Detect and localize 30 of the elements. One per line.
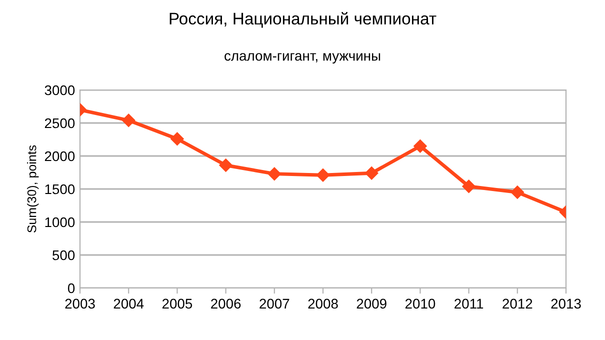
x-tick-label: 2005 (162, 298, 192, 309)
x-tick-label: 2012 (502, 298, 532, 309)
point (268, 167, 281, 180)
y-tick-label: 1500 (45, 184, 75, 194)
x-tick-label: 2007 (260, 298, 290, 309)
point (122, 114, 136, 127)
point (462, 180, 476, 193)
x-tick-label: 2008 (308, 298, 338, 309)
x-tick-label: 2003 (65, 298, 95, 309)
y-tick-label: 0 (68, 283, 75, 294)
y-tick-label: 2000 (44, 151, 75, 162)
point (365, 166, 378, 180)
y-tick-label: 500 (52, 250, 75, 260)
x-tick-label: 2004 (114, 298, 144, 309)
chart-title: Россия, Национальный чемпионат (170, 12, 436, 28)
y-tick-label: 2500 (44, 118, 75, 128)
y-tick-label: 3000 (44, 85, 75, 96)
x-tick-label: 2009 (356, 298, 386, 309)
y-axis-title: Sum(30), points (27, 145, 39, 233)
point (414, 140, 427, 153)
point (219, 158, 232, 172)
point (510, 186, 524, 199)
x-tick-label: 2010 (405, 298, 436, 309)
point (316, 168, 330, 182)
chart-subtitle: слалом-гигант, мужчины (224, 53, 380, 64)
x-tick-label: 2013 (551, 298, 581, 309)
point (170, 132, 184, 146)
x-tick-label: 2011 (454, 298, 484, 309)
y-tick-label: 1000 (45, 217, 75, 228)
x-tick-label: 2006 (211, 298, 241, 309)
